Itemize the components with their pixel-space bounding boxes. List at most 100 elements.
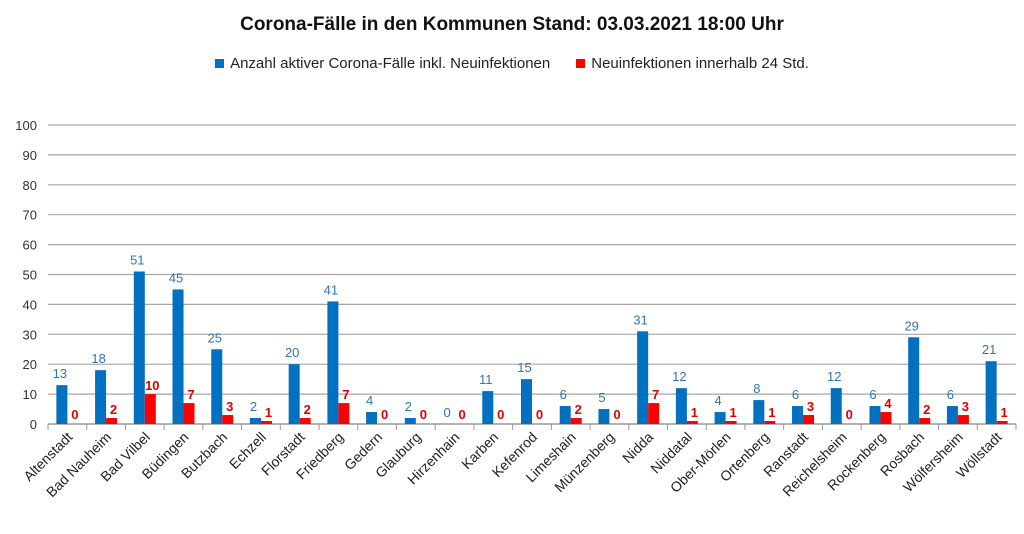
data-label-active: 51 bbox=[130, 253, 144, 268]
data-label-active: 20 bbox=[285, 345, 299, 360]
legend-item-new: Neuinfektionen innerhalb 24 Std. bbox=[576, 55, 809, 72]
data-label-new: 10 bbox=[145, 378, 159, 393]
bar-new bbox=[338, 403, 350, 424]
data-label-active: 6 bbox=[869, 387, 876, 402]
data-label-new: 1 bbox=[1001, 405, 1008, 420]
bar-new bbox=[725, 421, 737, 424]
data-label-new: 7 bbox=[187, 387, 194, 402]
bar-new bbox=[686, 421, 698, 424]
data-label-active: 15 bbox=[517, 360, 531, 375]
data-label-active: 2 bbox=[405, 399, 412, 414]
data-label-active: 6 bbox=[947, 387, 954, 402]
bar-active bbox=[598, 409, 610, 424]
chart-title: Corona-Fälle in den Kommunen Stand: 03.0… bbox=[240, 14, 784, 35]
y-tick-label: 40 bbox=[23, 297, 37, 312]
data-label-new: 1 bbox=[768, 405, 775, 420]
data-label-new: 0 bbox=[613, 407, 620, 422]
data-label-new: 1 bbox=[265, 405, 272, 420]
y-tick-label: 70 bbox=[23, 208, 37, 223]
data-label-active: 41 bbox=[324, 282, 338, 297]
data-label-new: 2 bbox=[923, 402, 930, 417]
legend-swatch-red bbox=[576, 59, 586, 68]
bar-active bbox=[559, 406, 571, 424]
y-tick-label: 30 bbox=[23, 327, 37, 342]
bar-active bbox=[521, 379, 532, 424]
data-label-active: 11 bbox=[479, 372, 493, 387]
bar-active bbox=[95, 370, 107, 424]
data-label-new: 0 bbox=[381, 407, 388, 422]
y-tick-label: 90 bbox=[23, 148, 37, 163]
legend-label-active: Anzahl aktiver Corona-Fälle inkl. Neuinf… bbox=[230, 55, 551, 72]
data-label-active: 21 bbox=[982, 342, 996, 357]
bar-active bbox=[792, 406, 804, 424]
data-label-active: 0 bbox=[443, 405, 450, 420]
data-label-new: 0 bbox=[846, 407, 853, 422]
bar-active bbox=[985, 361, 997, 424]
data-label-active: 4 bbox=[714, 393, 721, 408]
data-label-new: 1 bbox=[691, 405, 698, 420]
data-label-active: 6 bbox=[792, 387, 799, 402]
data-label-new: 3 bbox=[962, 399, 969, 414]
data-label-active: 12 bbox=[827, 369, 841, 384]
bar-active bbox=[753, 400, 765, 424]
data-label-new: 0 bbox=[71, 407, 78, 422]
bar-new bbox=[957, 415, 969, 424]
data-label-active: 25 bbox=[208, 330, 222, 345]
bar-active bbox=[288, 364, 300, 424]
y-tick-label: 80 bbox=[23, 178, 37, 193]
bar-active bbox=[946, 406, 958, 424]
data-label-new: 2 bbox=[575, 402, 582, 417]
data-label-active: 12 bbox=[672, 369, 686, 384]
bar-new bbox=[764, 421, 776, 424]
data-label-new: 0 bbox=[536, 407, 543, 422]
bar-new bbox=[648, 403, 660, 424]
bar-new bbox=[919, 418, 931, 424]
bar-active bbox=[714, 412, 726, 424]
data-label-new: 2 bbox=[304, 402, 311, 417]
y-tick-label: 20 bbox=[23, 357, 37, 372]
data-label-active: 29 bbox=[904, 318, 918, 333]
bar-active bbox=[172, 289, 184, 424]
bar-active bbox=[869, 406, 881, 424]
legend-item-active: Anzahl aktiver Corona-Fälle inkl. Neuinf… bbox=[215, 55, 550, 72]
data-label-active: 13 bbox=[53, 366, 67, 381]
data-label-new: 2 bbox=[110, 402, 117, 417]
bar-active bbox=[249, 418, 261, 424]
legend-swatch-blue bbox=[215, 59, 225, 68]
bar-new bbox=[183, 403, 195, 424]
bar-new bbox=[880, 412, 892, 424]
data-label-active: 5 bbox=[598, 390, 605, 405]
y-tick-label: 0 bbox=[30, 417, 37, 432]
bar-active bbox=[404, 418, 416, 424]
data-label-active: 4 bbox=[366, 393, 373, 408]
bar-active bbox=[56, 385, 68, 424]
bar-new bbox=[299, 418, 311, 424]
bar-new bbox=[570, 418, 582, 424]
bar-new bbox=[803, 415, 815, 424]
data-label-new: 0 bbox=[458, 407, 465, 422]
bar-active bbox=[637, 331, 649, 424]
data-label-new: 3 bbox=[226, 399, 233, 414]
data-label-new: 7 bbox=[342, 387, 349, 402]
data-label-active: 8 bbox=[753, 381, 760, 396]
bar-active bbox=[133, 271, 145, 424]
legend: Anzahl aktiver Corona-Fälle inkl. Neuinf… bbox=[0, 55, 1024, 72]
bar-active bbox=[211, 349, 223, 424]
data-label-active: 31 bbox=[633, 312, 647, 327]
y-tick-label: 60 bbox=[23, 238, 37, 253]
data-label-new: 1 bbox=[729, 405, 736, 420]
data-label-new: 0 bbox=[497, 407, 504, 422]
data-label-active: 45 bbox=[169, 270, 183, 285]
y-tick-label: 100 bbox=[15, 118, 37, 133]
bar-active bbox=[675, 388, 687, 424]
data-label-active: 6 bbox=[560, 387, 567, 402]
y-tick-label: 10 bbox=[23, 387, 37, 402]
bar-new bbox=[144, 394, 156, 424]
data-label-active: 18 bbox=[91, 351, 105, 366]
bar-active bbox=[366, 412, 378, 424]
bar-active bbox=[327, 301, 339, 424]
data-label-active: 2 bbox=[250, 399, 257, 414]
data-label-new: 0 bbox=[420, 407, 427, 422]
bar-active bbox=[830, 388, 842, 424]
data-label-new: 4 bbox=[884, 396, 892, 411]
